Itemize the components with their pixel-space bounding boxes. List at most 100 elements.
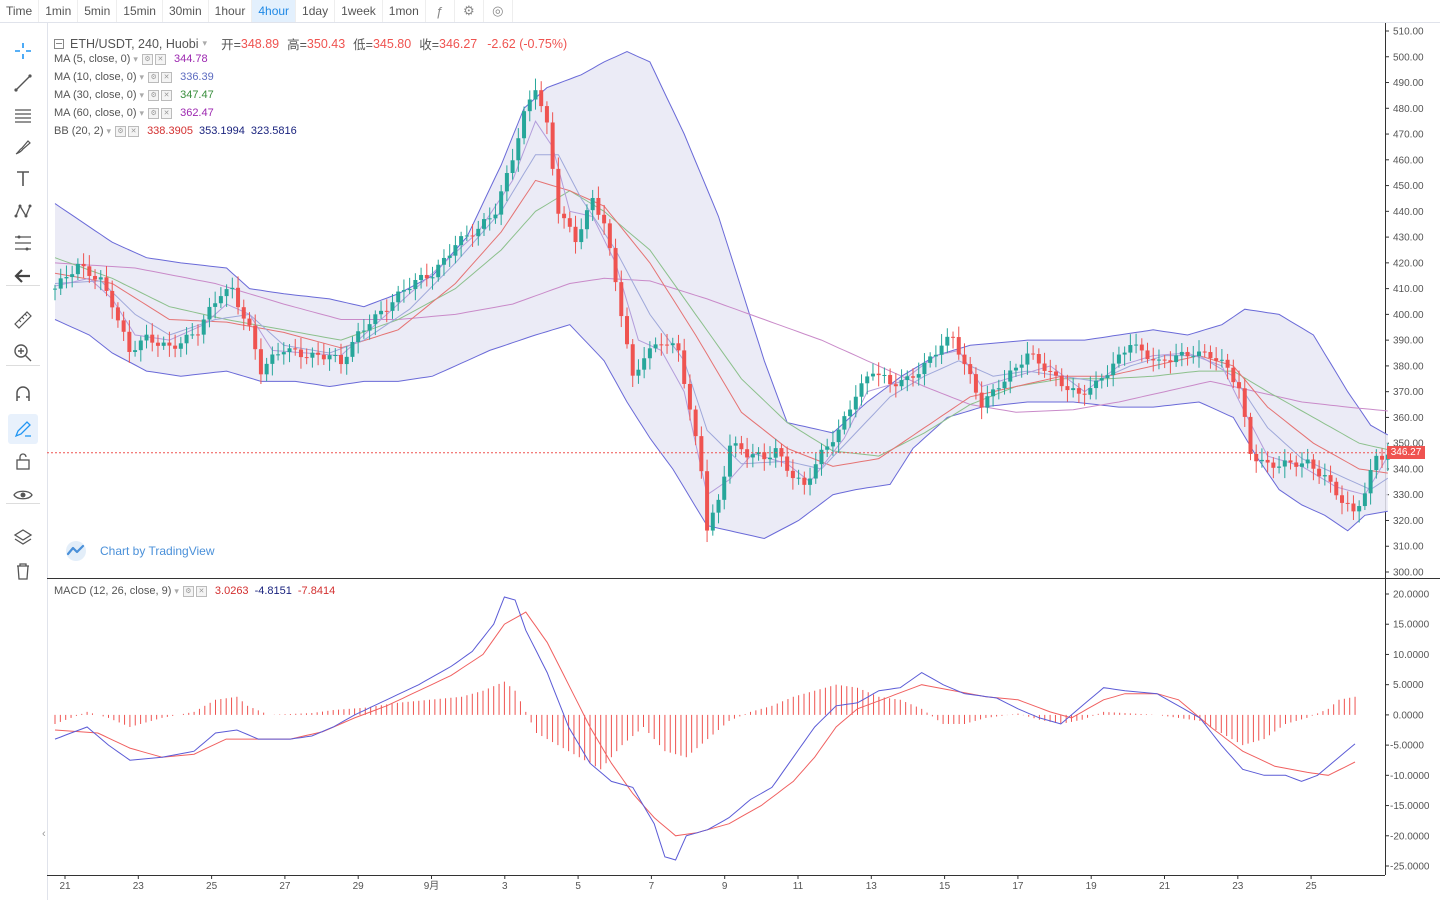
interval-1day[interactable]: 1day [296, 0, 336, 22]
candle-body [1322, 475, 1327, 477]
chevron-down-icon[interactable]: ▾ [174, 585, 179, 596]
candle-body [1380, 455, 1385, 460]
candle-body [241, 307, 246, 319]
interval-5min[interactable]: 5min [78, 0, 118, 22]
tradingview-watermark[interactable]: Chart by TradingView [62, 540, 215, 562]
chevron-down-icon[interactable]: ▾ [202, 38, 208, 48]
crosshair-icon[interactable] [8, 36, 38, 66]
settings-icon[interactable]: ⚙ [115, 125, 127, 137]
candle-body [1231, 367, 1236, 383]
candle-body [613, 248, 618, 283]
price-axis-label: 480.00 [1393, 104, 1424, 115]
price-axis-label: 500.00 [1393, 52, 1424, 63]
brush-icon[interactable] [8, 132, 38, 162]
text-icon[interactable] [8, 164, 38, 194]
indicator-legend-row[interactable]: BB (20, 2) ▾ ⚙ ✕ 338.3905 353.1994 323.5816 [54, 125, 297, 137]
trend-line-icon[interactable] [8, 68, 38, 98]
interval-1min[interactable]: 1min [39, 0, 79, 22]
candle-body [1128, 345, 1133, 353]
candle-body [522, 111, 527, 139]
horizontal-lines-icon[interactable] [8, 100, 38, 130]
close-icon[interactable]: ✕ [161, 107, 173, 119]
indicator-label: MA (10, close, 0) [54, 71, 137, 83]
indicator-legend-row[interactable]: MA (60, close, 0) ▾ ⚙ ✕ 362.47 [54, 107, 214, 119]
close-icon[interactable]: ✕ [195, 585, 207, 597]
close-icon[interactable]: ✕ [161, 89, 173, 101]
candle-body [630, 344, 635, 376]
price-axis-label: 490.00 [1393, 78, 1424, 89]
drawing-mode-icon[interactable] [8, 414, 38, 444]
interval-1hour[interactable]: 1hour [209, 0, 253, 22]
ruler-icon[interactable] [8, 305, 38, 335]
close-icon[interactable]: ✕ [128, 125, 140, 137]
candle-body [653, 344, 658, 349]
candle-body [762, 452, 767, 460]
candle-body [213, 303, 218, 307]
interval-1mon[interactable]: 1mon [383, 0, 426, 22]
chevron-down-icon[interactable]: ▾ [139, 71, 145, 82]
candle-body [544, 106, 549, 123]
chevron-down-icon[interactable]: ▾ [133, 53, 138, 64]
last-price-tag: 346.27 [1387, 446, 1425, 460]
trash-icon[interactable] [8, 556, 38, 586]
indicator-legend-row[interactable]: MA (30, close, 0) ▾ ⚙ ✕ 347.47 [54, 89, 214, 101]
indicator-legend-row[interactable]: MA (5, close, 0) ▾ ⚙ ✕ 344.78 [54, 53, 208, 65]
interval-4hour[interactable]: 4hour [252, 0, 297, 22]
interval-time[interactable]: Time [0, 0, 40, 22]
settings-icon[interactable]: ⚙ [141, 53, 153, 65]
candle-body [968, 364, 973, 375]
settings-icon[interactable]: ⚙ [455, 0, 484, 22]
indicator-legend-row[interactable]: MA (10, close, 0) ▾ ⚙ ✕ 336.39 [54, 71, 214, 83]
indicator-icon[interactable]: ƒ [426, 0, 455, 22]
candle-body [842, 416, 847, 430]
candle-body [590, 197, 595, 211]
layers-icon[interactable] [8, 522, 38, 552]
chevron-down-icon[interactable]: ▾ [139, 107, 145, 118]
candle-body [441, 257, 446, 265]
close-icon[interactable]: ✕ [154, 53, 166, 65]
candle-body [327, 355, 332, 360]
scroll-left-icon[interactable]: ‹ [42, 828, 46, 840]
pattern-icon[interactable] [8, 196, 38, 226]
eye-icon[interactable] [8, 480, 38, 510]
settings-icon[interactable]: ⚙ [148, 107, 160, 119]
indicator-label: BB (20, 2) [54, 125, 104, 137]
candle-body [276, 354, 281, 356]
interval-15min[interactable]: 15min [117, 0, 163, 22]
candle-body [316, 352, 321, 355]
settings-icon[interactable]: ⚙ [148, 89, 160, 101]
zoom-in-icon[interactable] [8, 338, 38, 368]
interval-toolbar: Time 1min 5min 15min 30min 1hour 4hour 1day 1wee… [0, 0, 1440, 23]
candle-body [504, 173, 509, 192]
candle-body [647, 348, 652, 359]
collapse-legend-icon[interactable] [54, 38, 64, 49]
close-icon[interactable]: ✕ [161, 71, 173, 83]
interval-1week[interactable]: 1week [335, 0, 383, 22]
settings-icon[interactable]: ⚙ [148, 71, 160, 83]
screenshot-icon[interactable]: ◎ [484, 0, 513, 22]
magnet-icon[interactable] [8, 380, 38, 410]
sidebar-separator [6, 503, 40, 504]
lock-icon[interactable] [8, 446, 38, 476]
candle-body [436, 264, 441, 278]
chevron-down-icon[interactable]: ▾ [139, 89, 145, 100]
back-arrow-icon[interactable] [8, 261, 38, 291]
candle-body [344, 356, 349, 365]
candle-body [1134, 344, 1139, 346]
macd-axis-label: 5.0000 [1393, 680, 1424, 691]
candle-body [1008, 370, 1013, 382]
candle-body [1202, 351, 1207, 353]
macd-legend-row[interactable]: MACD (12, 26, close, 9) ▾ ⚙ ✕ 3.0263 -4.8151-… [54, 585, 335, 597]
candle-body [253, 325, 258, 350]
candle-body [1311, 459, 1316, 469]
fib-icon[interactable] [8, 228, 38, 258]
bollinger-basis-line [54, 179, 1388, 474]
interval-30min[interactable]: 30min [163, 0, 209, 22]
chevron-down-icon[interactable]: ▾ [106, 125, 112, 136]
indicator-value: 344.78 [173, 53, 208, 65]
candle-body [756, 452, 761, 455]
settings-icon[interactable]: ⚙ [182, 585, 194, 597]
price-axis-label: 450.00 [1393, 181, 1424, 192]
candle-body [533, 90, 538, 100]
